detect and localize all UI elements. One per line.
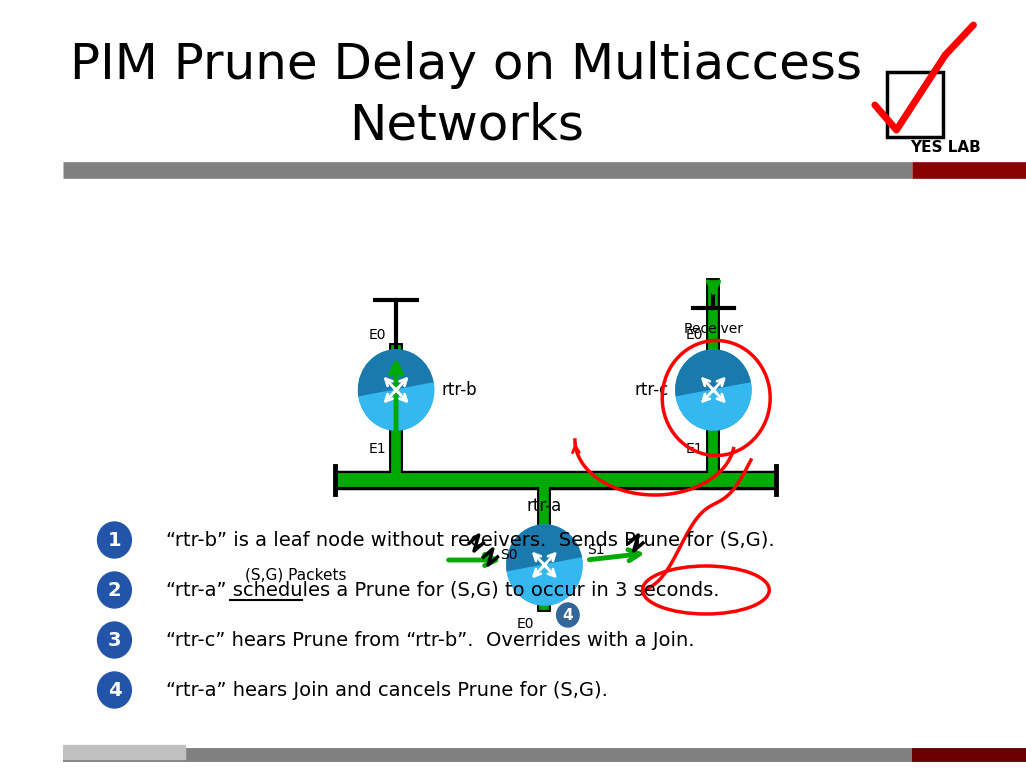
Circle shape (97, 672, 131, 708)
Text: “rtr-c” hears Prune from “rtr-b”.  Overrides with a Join.: “rtr-c” hears Prune from “rtr-b”. Overri… (166, 631, 695, 650)
Wedge shape (508, 558, 582, 605)
Text: rtr-c: rtr-c (634, 381, 668, 399)
Text: PIM Prune Delay on Multiaccess: PIM Prune Delay on Multiaccess (71, 41, 863, 89)
Text: 2: 2 (108, 581, 121, 600)
Text: rtr-a: rtr-a (526, 497, 562, 515)
Text: E0: E0 (685, 328, 704, 342)
Text: E0: E0 (368, 328, 386, 342)
Text: rtr-b: rtr-b (441, 381, 477, 399)
Circle shape (97, 622, 131, 658)
Wedge shape (676, 383, 751, 430)
Text: 3: 3 (108, 631, 121, 650)
Text: E0: E0 (517, 617, 535, 631)
Bar (887, 72, 943, 137)
Text: “rtr-b” is a leaf node without receivers.  Sends Prune for (S,G).: “rtr-b” is a leaf node without receivers… (166, 531, 775, 550)
Text: E1: E1 (368, 442, 386, 456)
Text: S1: S1 (587, 543, 605, 557)
Text: “rtr-a” hears Join and cancels Prune for (S,G).: “rtr-a” hears Join and cancels Prune for… (166, 681, 608, 700)
Circle shape (97, 572, 131, 608)
Circle shape (358, 350, 434, 430)
Circle shape (507, 525, 582, 605)
Text: Receiver: Receiver (683, 322, 744, 336)
Circle shape (676, 350, 751, 430)
Circle shape (97, 522, 131, 558)
Bar (63, 745, 185, 759)
Wedge shape (676, 350, 750, 397)
Text: S0: S0 (500, 548, 517, 562)
Text: “rtr-a” schedules a Prune for (S,G) to occur in 3 seconds.: “rtr-a” schedules a Prune for (S,G) to o… (166, 581, 719, 600)
Text: YES LAB: YES LAB (910, 141, 981, 155)
Wedge shape (507, 525, 582, 572)
Wedge shape (359, 383, 434, 430)
Text: Networks: Networks (349, 101, 584, 149)
Text: 4: 4 (108, 681, 121, 700)
Text: (S,G) Packets: (S,G) Packets (245, 568, 347, 582)
Wedge shape (358, 350, 433, 397)
Text: 4: 4 (562, 608, 574, 622)
Text: E1: E1 (685, 442, 704, 456)
Text: 1: 1 (108, 531, 121, 550)
Ellipse shape (557, 603, 579, 627)
